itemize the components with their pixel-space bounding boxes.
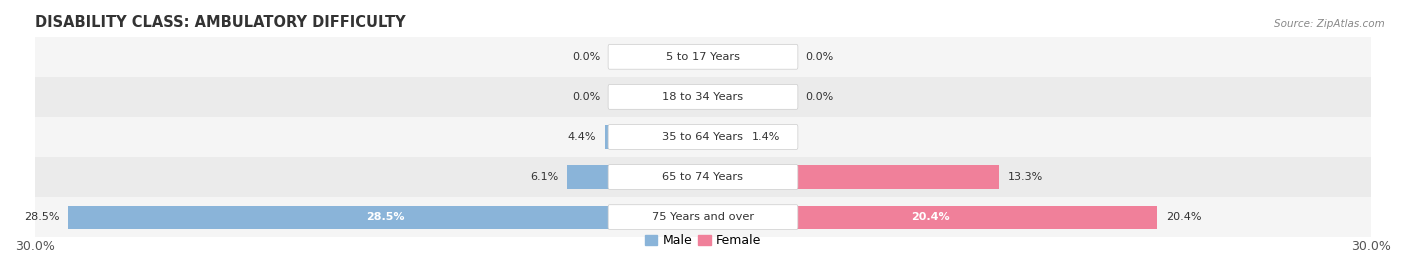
FancyBboxPatch shape [609, 44, 797, 69]
Text: 20.4%: 20.4% [911, 212, 949, 222]
Text: 1.4%: 1.4% [752, 132, 780, 142]
Text: 4.4%: 4.4% [568, 132, 596, 142]
Text: 65 to 74 Years: 65 to 74 Years [662, 172, 744, 182]
Bar [35, 77, 1371, 117]
FancyBboxPatch shape [609, 205, 797, 230]
FancyBboxPatch shape [609, 84, 797, 109]
Text: 20.4%: 20.4% [1166, 212, 1202, 222]
Bar [69, 206, 703, 229]
Bar [703, 206, 1157, 229]
Text: Source: ZipAtlas.com: Source: ZipAtlas.com [1274, 19, 1385, 29]
Legend: Male, Female: Male, Female [645, 234, 761, 247]
Bar [662, 85, 703, 109]
Text: 28.5%: 28.5% [367, 212, 405, 222]
Bar [703, 45, 744, 68]
Text: 18 to 34 Years: 18 to 34 Years [662, 92, 744, 102]
Bar [35, 37, 1371, 77]
Text: 0.0%: 0.0% [806, 52, 834, 62]
Bar [703, 165, 1000, 189]
Bar [703, 85, 744, 109]
Bar [567, 165, 703, 189]
Text: 6.1%: 6.1% [530, 172, 558, 182]
Bar [703, 125, 744, 148]
Bar [605, 125, 703, 148]
Text: 5 to 17 Years: 5 to 17 Years [666, 52, 740, 62]
Text: 0.0%: 0.0% [572, 52, 600, 62]
Bar [35, 117, 1371, 157]
Text: 75 Years and over: 75 Years and over [652, 212, 754, 222]
Bar [35, 197, 1371, 237]
FancyBboxPatch shape [609, 125, 797, 149]
Bar [662, 45, 703, 68]
Text: 28.5%: 28.5% [24, 212, 59, 222]
Text: DISABILITY CLASS: AMBULATORY DIFFICULTY: DISABILITY CLASS: AMBULATORY DIFFICULTY [35, 15, 405, 30]
Text: 0.0%: 0.0% [806, 92, 834, 102]
Text: 0.0%: 0.0% [572, 92, 600, 102]
Text: 13.3%: 13.3% [1008, 172, 1043, 182]
FancyBboxPatch shape [609, 165, 797, 189]
Bar [35, 157, 1371, 197]
Text: 35 to 64 Years: 35 to 64 Years [662, 132, 744, 142]
